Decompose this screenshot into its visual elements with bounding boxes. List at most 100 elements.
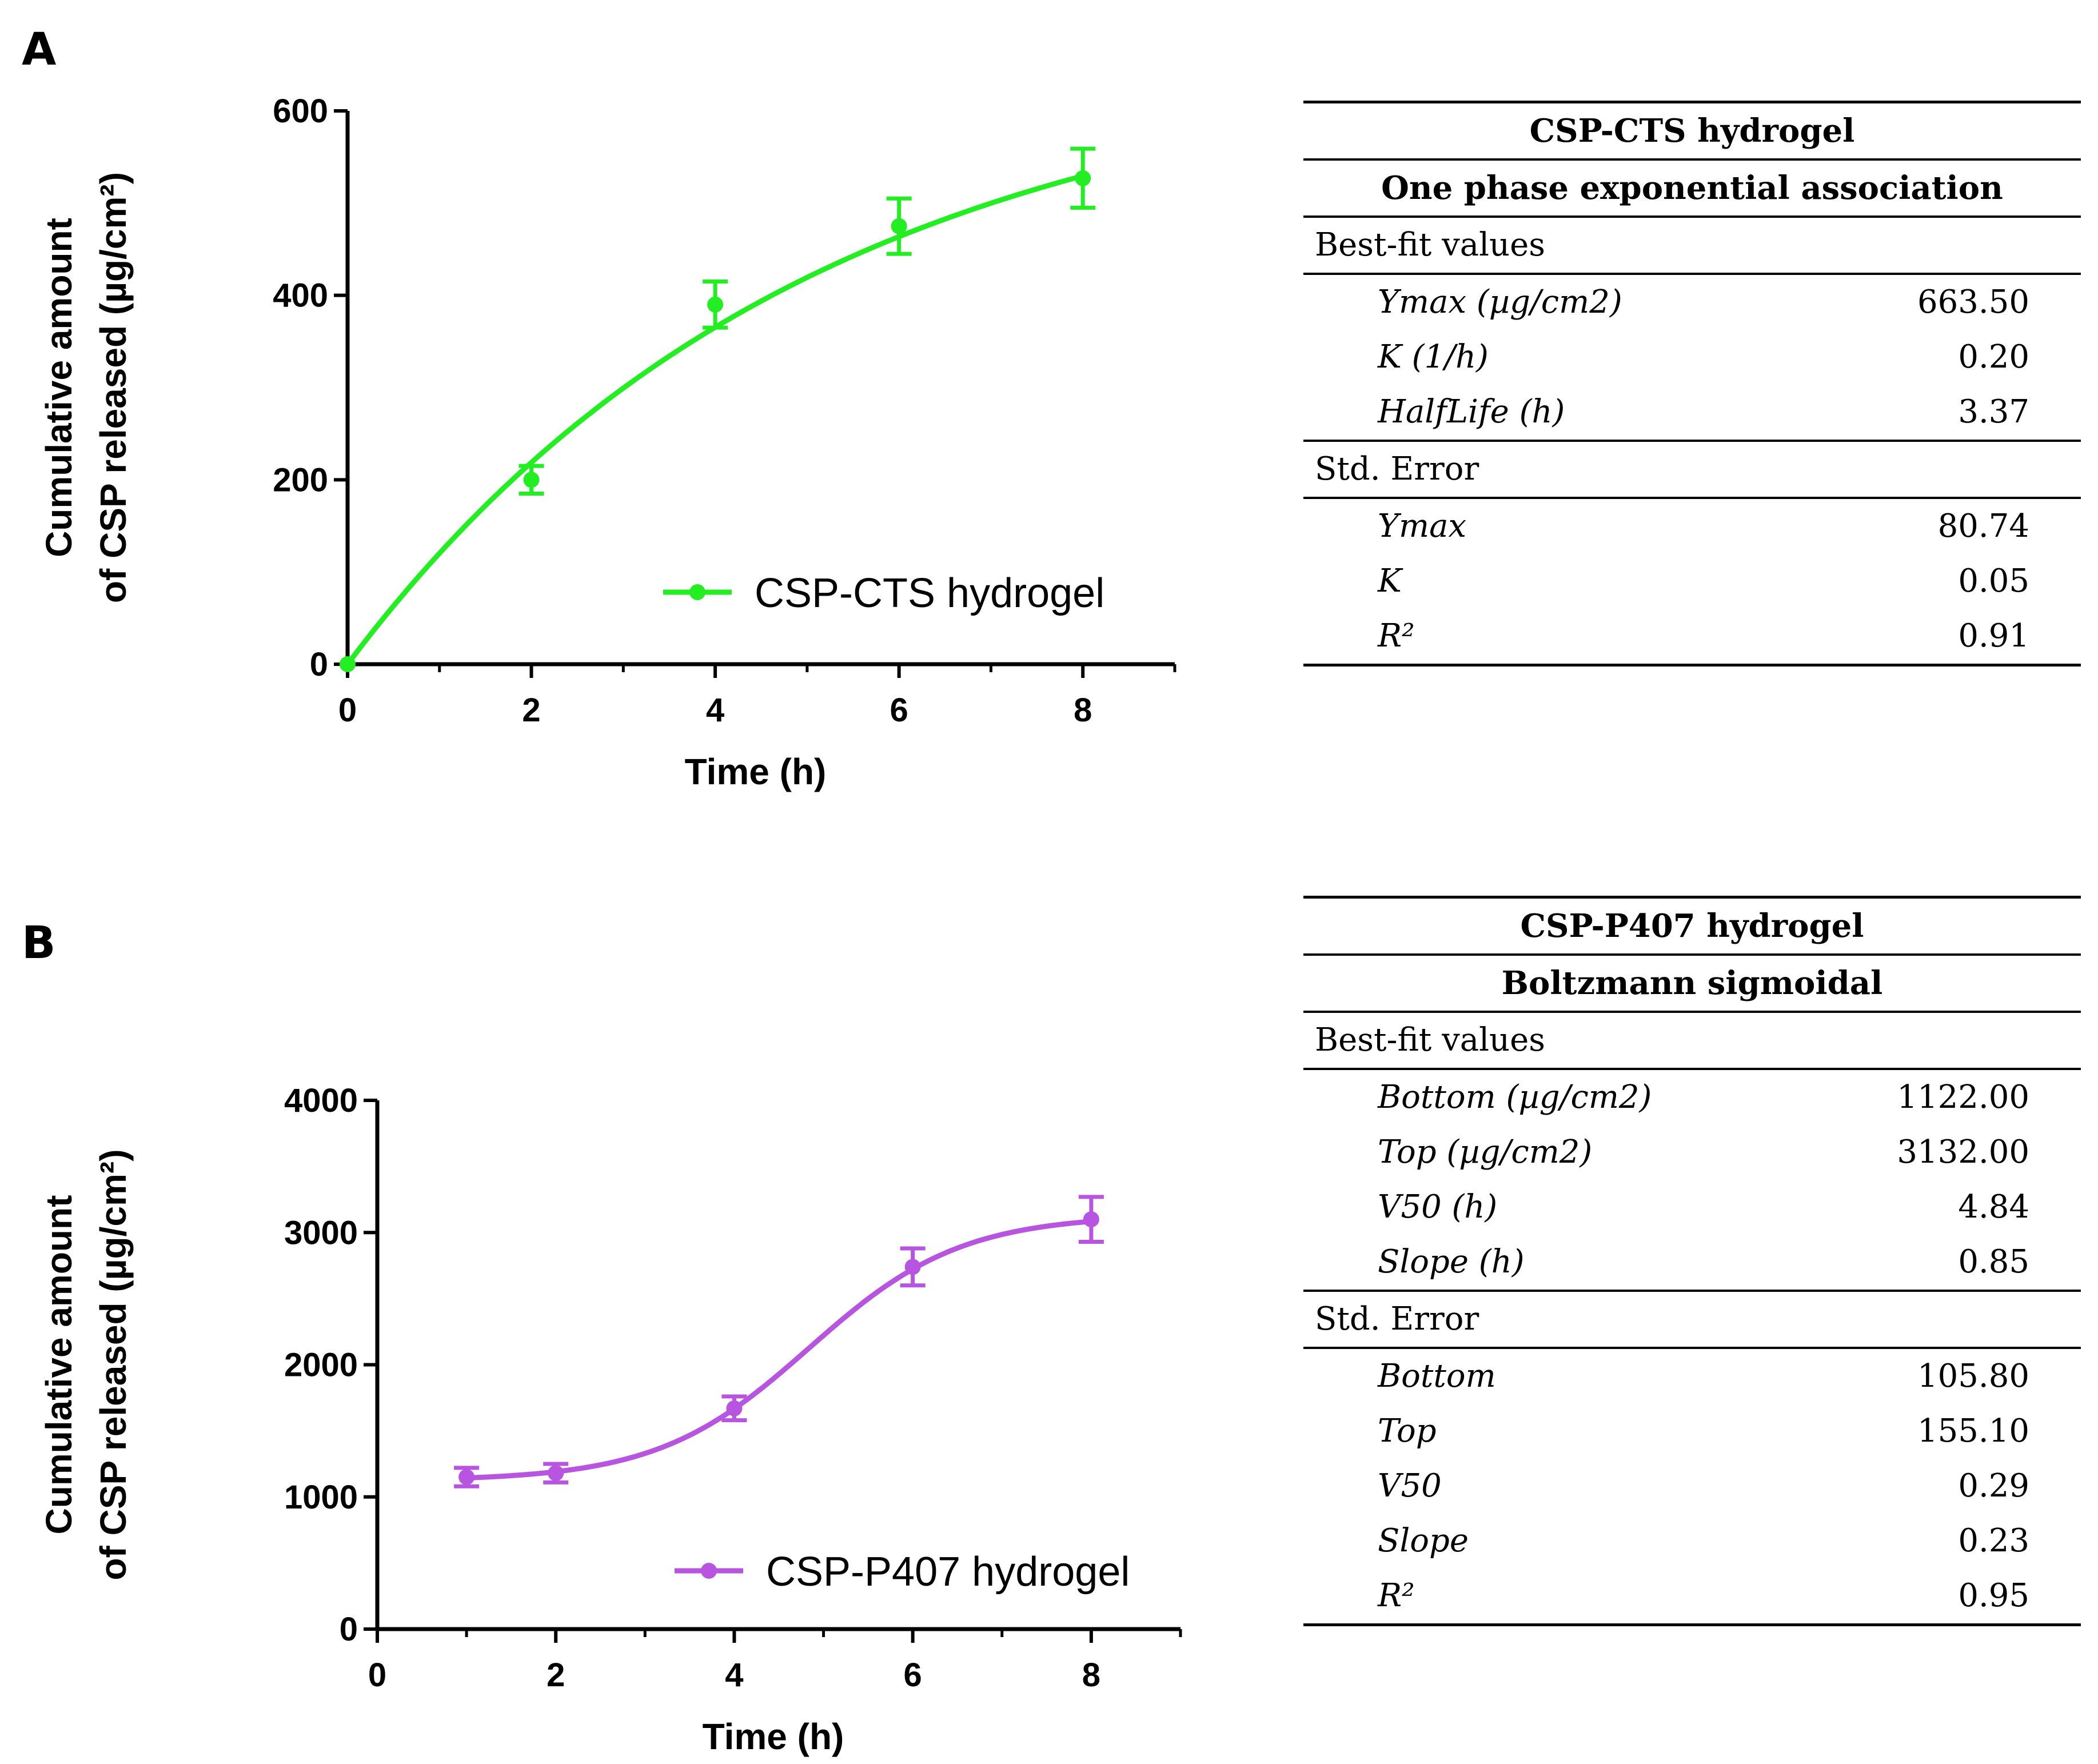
legend: CSP-P407 hydrogel xyxy=(675,1549,1130,1595)
param-name: Ymax xyxy=(1378,508,1467,545)
param-name: R² xyxy=(1303,1569,1841,1626)
fit-table-b: CSP-P407 hydrogel Boltzmann sigmoidal Be… xyxy=(1303,896,2081,1626)
table-row: Top 155.10 xyxy=(1303,1404,2081,1459)
y-tick-label: 600 xyxy=(273,93,328,130)
y-tick-label: 0 xyxy=(310,646,328,683)
fit-curve xyxy=(466,1219,1092,1480)
y-tick-label: 400 xyxy=(273,277,328,314)
table-title-row: CSP-CTS hydrogel xyxy=(1303,101,2081,161)
data-point xyxy=(458,1469,475,1486)
x-axis-label: Time (h) xyxy=(703,1716,844,1757)
legend-label: CSP-CTS hydrogel xyxy=(755,570,1104,616)
table-title-row: CSP-P407 hydrogel xyxy=(1303,896,2081,956)
table-row: Top (µg/cm2) 3132.00 xyxy=(1303,1125,2081,1180)
table-row: Ymax (µg/cm2) 663.50 xyxy=(1303,274,2081,330)
data-point xyxy=(1083,1211,1099,1228)
x-tick-label: 6 xyxy=(904,1657,922,1694)
y-tick-label: 4000 xyxy=(284,1082,358,1119)
param-value: 80.74 xyxy=(1937,508,2029,545)
param-value: 0.23 xyxy=(1958,1522,2029,1559)
legend: CSP-CTS hydrogel xyxy=(663,570,1104,616)
param-value: 663.50 xyxy=(1917,284,2029,321)
param-value: 105.80 xyxy=(1917,1358,2029,1395)
table-row: Slope (h) 0.85 xyxy=(1303,1235,2081,1291)
y-tick-label: 200 xyxy=(273,461,328,498)
table-row: Bottom 105.80 xyxy=(1303,1348,2081,1404)
param-name: Top (µg/cm2) xyxy=(1378,1134,1593,1171)
param-value: 3.37 xyxy=(1958,393,2029,430)
data-point xyxy=(1075,170,1091,186)
param-name: Bottom xyxy=(1378,1358,1496,1395)
chart-a: 0 2 4 6 8 0 200 400 600 Time (h) Cumulative amount… xyxy=(38,93,1176,792)
x-tick-label: 2 xyxy=(547,1657,565,1694)
data-point xyxy=(891,218,907,234)
x-tick-label: 6 xyxy=(890,692,908,729)
data-point xyxy=(523,472,540,488)
section-label: Std. Error xyxy=(1303,1290,2081,1349)
table-row: R² 0.91 xyxy=(1303,609,2081,667)
x-tick-label: 2 xyxy=(522,692,540,729)
param-name: K (1/h) xyxy=(1378,338,1489,376)
table-row: K 0.05 xyxy=(1303,554,2081,609)
param-name: K xyxy=(1378,562,1402,600)
x-tick-label: 4 xyxy=(706,692,724,729)
table-row: K (1/h) 0.20 xyxy=(1303,330,2081,385)
chart-b: 0 2 4 6 8 0 1000 2000 3000 4000 Time (h) Cumulative… xyxy=(38,1082,1182,1757)
section-best-fit: Best-fit values xyxy=(1303,1012,2081,1070)
panel-label-a: A xyxy=(22,24,57,75)
table-model-row: One phase exponential association xyxy=(1303,159,2081,218)
table-model: One phase exponential association xyxy=(1303,159,2081,218)
y-tick-label: 0 xyxy=(340,1611,358,1648)
y-tick-label: 1000 xyxy=(284,1479,358,1516)
section-label: Std. Error xyxy=(1303,440,2081,499)
table-row: V50 0.29 xyxy=(1303,1459,2081,1514)
x-tick-label: 0 xyxy=(368,1657,386,1694)
legend-marker xyxy=(701,1563,717,1579)
param-value: 0.29 xyxy=(1958,1467,2029,1504)
param-value: 0.05 xyxy=(1958,562,2029,600)
data-point xyxy=(726,1400,743,1416)
param-name: Slope (h) xyxy=(1378,1243,1525,1280)
param-name: V50 (h) xyxy=(1378,1188,1498,1226)
param-value: 0.20 xyxy=(1958,338,2029,376)
table-row: V50 (h) 4.84 xyxy=(1303,1180,2081,1235)
table-title: CSP-CTS hydrogel xyxy=(1303,101,2081,161)
table-model-row: Boltzmann sigmoidal xyxy=(1303,955,2081,1013)
section-label: Best-fit values xyxy=(1303,217,2081,275)
y-tick-label: 2000 xyxy=(284,1347,358,1384)
table-row: Ymax 80.74 xyxy=(1303,498,2081,554)
y-axis-label-line1: Cumulative amount xyxy=(38,218,79,557)
param-value: 0.91 xyxy=(1841,609,2081,667)
fit-table-a: CSP-CTS hydrogel One phase exponential a… xyxy=(1303,101,2081,667)
table-row: Bottom (µg/cm2) 1122.00 xyxy=(1303,1069,2081,1125)
y-axis-label-line2: of CSP released (µg/cm²) xyxy=(93,1149,134,1580)
param-value: 155.10 xyxy=(1917,1412,2029,1450)
param-value: 1122.00 xyxy=(1897,1079,2029,1116)
y-axis-label-line2: of CSP released (µg/cm²) xyxy=(93,172,134,603)
param-name: Ymax (µg/cm2) xyxy=(1378,284,1622,321)
data-point xyxy=(904,1259,921,1275)
x-tick-label: 0 xyxy=(338,692,357,729)
table-row: HalfLife (h) 3.37 xyxy=(1303,385,2081,441)
table-model: Boltzmann sigmoidal xyxy=(1303,955,2081,1013)
data-point xyxy=(548,1465,564,1482)
param-value: 0.95 xyxy=(1841,1569,2081,1626)
param-name: V50 xyxy=(1378,1467,1442,1504)
param-name: R² xyxy=(1303,609,1841,667)
legend-marker xyxy=(689,584,705,600)
x-axis-label: Time (h) xyxy=(685,751,827,792)
param-name: Slope xyxy=(1378,1522,1469,1559)
param-value: 0.85 xyxy=(1958,1243,2029,1280)
x-tick-label: 4 xyxy=(725,1657,743,1694)
section-std-error: Std. Error xyxy=(1303,440,2081,499)
param-value: 3132.00 xyxy=(1897,1134,2029,1171)
table-title: CSP-P407 hydrogel xyxy=(1303,896,2081,956)
x-tick-label: 8 xyxy=(1082,1657,1100,1694)
y-axis-label-line1: Cumulative amount xyxy=(38,1195,79,1535)
x-tick-label: 8 xyxy=(1074,692,1092,729)
param-value: 4.84 xyxy=(1958,1188,2029,1226)
y-tick-label: 3000 xyxy=(284,1214,358,1251)
table-row: Slope 0.23 xyxy=(1303,1514,2081,1569)
table-row: R² 0.95 xyxy=(1303,1569,2081,1626)
panel-label-b: B xyxy=(22,917,56,969)
